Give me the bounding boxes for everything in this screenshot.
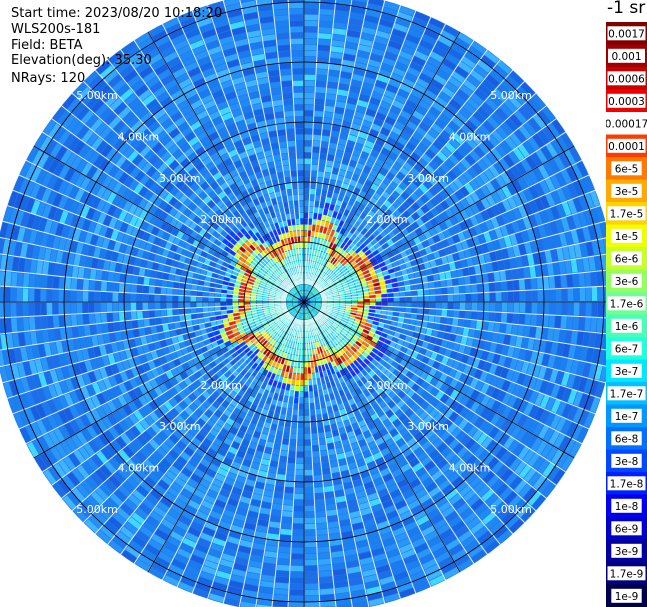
range-label: 5.00km [490,503,532,516]
range-label: 2.00km [366,213,408,226]
colorbar-tick-label: 1.7e-7 [610,388,644,400]
colorbar-tick-label: 0.0006 [608,73,645,85]
colorbar: 0.0017 0.001 0.0006 0.0003 0.00017 0.0001 6e-5… [606,22,647,607]
azimuth-spoke [303,301,461,573]
colorbar-tick-label: 1.7e-5 [610,208,644,220]
colorbar-unit-label: -1 sr [607,0,646,18]
range-label: 4.00km [449,462,491,475]
range-label: 5.00km [76,503,118,516]
azimuth-spoke [303,31,461,303]
range-label: 5.00km [76,89,118,102]
range-labels: 2.00km 2.00km 2.00km 2.00km 3.00km 3.00km 3.00… [76,89,532,516]
colorbar-label-box [611,408,642,423]
colorbar-label-box [611,588,642,603]
beta-cells [0,0,606,607]
colorbar-label-box [608,48,645,63]
azimuth-spoke [303,145,575,303]
colorbar-tick-label: 3e-8 [615,456,639,468]
colorbar-label-box [611,318,642,333]
colorbar-tick-label: 6e-8 [615,433,639,445]
range-label: 2.00km [200,213,242,226]
colorbar-label-box [607,93,646,108]
colorbar-label-box [607,71,646,86]
range-label: 3.00km [407,172,449,185]
colorbar-label-box [611,183,642,198]
colorbar-tick-label: 3e-5 [615,186,639,198]
colorbar-tick-label: 1e-8 [615,501,639,513]
colorbar-label-box [611,251,642,266]
azimuth-spoke [33,301,305,459]
colorbar-tick-label: 0.001 [611,51,641,63]
azimuth-spoke [147,301,305,573]
colorbar-tick-label: 1e-7 [615,411,639,423]
range-label: 5.00km [490,89,532,102]
device-label: WLS200s-181 [11,22,101,37]
colorbar-label-box [607,386,646,401]
colorbar-tick-label: 6e-9 [615,523,639,535]
colorbar-label-box [607,476,646,491]
colorbar-label-box [611,543,642,558]
colorbar-tick-label: 1e-6 [615,321,639,333]
colorbar-tick-label: 1e-9 [615,591,639,603]
colorbar-tick-label: 0.0003 [608,96,645,108]
colorbar-tick-label: 0.00017 [606,118,647,130]
range-label: 3.00km [159,172,201,185]
range-label: 3.00km [407,420,449,433]
colorbar-tick-label: 3e-9 [615,546,639,558]
colorbar-tick-label: 1.7e-8 [610,478,644,490]
colorbar-label-box [607,296,646,311]
field-label: Field: BETA [11,38,83,53]
colorbar-tick-label: 6e-6 [615,253,639,265]
colorbar-label-box [611,431,642,446]
colorbar-label-box [611,453,642,468]
colorbar-label-box [611,521,642,536]
range-label: 3.00km [159,420,201,433]
colorbar-label-box [607,116,646,131]
range-label: 4.00km [118,462,160,475]
elevation-label: Elevation(deg): 35.30 [11,53,152,68]
range-label: 2.00km [366,379,408,392]
colorbar-tick-label: 6e-5 [615,163,639,175]
range-label: 2.00km [200,379,242,392]
colorbar-tick-label: 6e-7 [615,343,639,355]
ppi-plot: 2.00km 2.00km 2.00km 2.00km 3.00km 3.00km 3.00… [0,0,606,607]
colorbar-tick-label: 0.0017 [608,28,645,40]
colorbar-label-box [611,341,642,356]
colorbar-label-box [611,498,642,513]
colorbar-tick-label: 3e-6 [615,276,639,288]
colorbar-tick-label: 1e-5 [615,231,639,243]
range-label: 4.00km [449,130,491,143]
colorbar-label-box [611,228,642,243]
colorbar-label-box [607,206,646,221]
colorbar-tick-label: 1.7e-6 [610,298,644,310]
colorbar-label-box [607,26,646,41]
colorbar-label-box [607,138,646,153]
azimuth-spokes [0,0,606,607]
colorbar-tick-label: 1.7e-9 [610,568,644,580]
colorbar-label-box [611,161,642,176]
azimuth-spoke [303,301,575,459]
colorbar-label-box [607,566,646,581]
colorbar-tick-label: 0.0001 [608,141,645,153]
range-label: 4.00km [118,130,160,143]
colorbar-label-box [611,363,642,378]
nrays-label: NRays: 120 [11,71,86,86]
colorbar-label-box [611,273,642,288]
azimuth-spoke [147,31,305,303]
colorbar-tick-label: 3e-7 [615,366,639,378]
start-time-label: Start time: 2023/08/20 10:18:20 [11,6,223,21]
azimuth-spoke [33,145,305,303]
